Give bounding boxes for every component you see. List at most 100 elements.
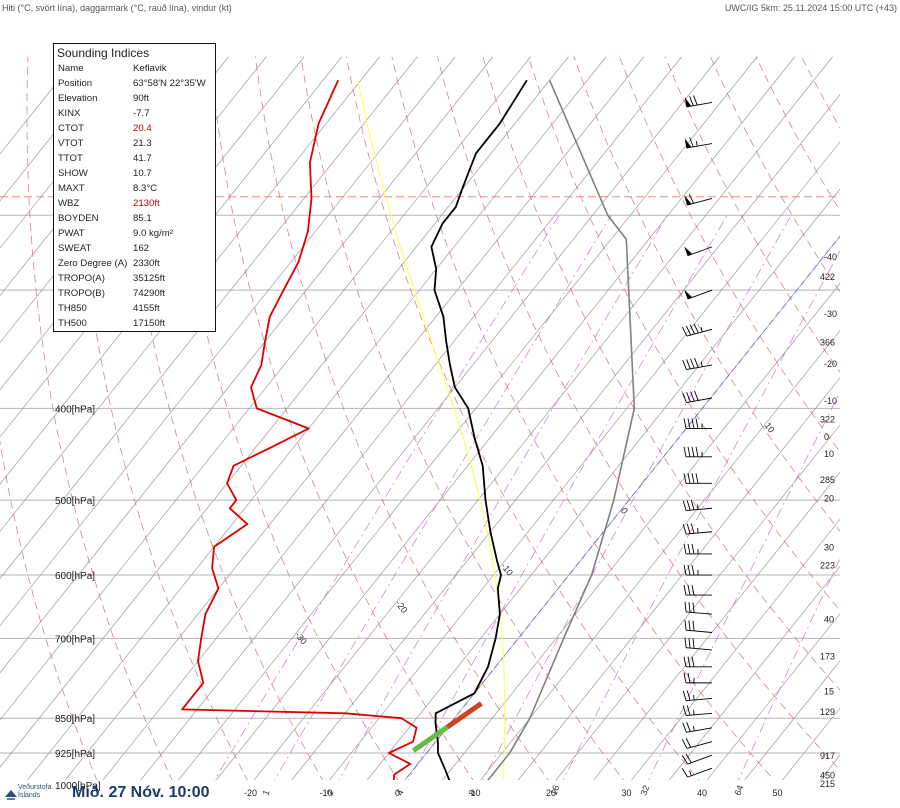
isotherm bbox=[631, 518, 840, 780]
lcl-segment-green bbox=[411, 725, 449, 753]
index-row: Position 63°58'N 22°35'W bbox=[54, 76, 215, 91]
mixing-ratio-label: 1 bbox=[260, 789, 271, 797]
dry-adiabat bbox=[573, 56, 840, 532]
wind-barb bbox=[683, 672, 712, 684]
isotherm bbox=[215, 56, 796, 780]
index-label: MAXT bbox=[58, 183, 85, 194]
mixing-ratio-label: 8 bbox=[466, 789, 477, 797]
dry-adiabat bbox=[300, 56, 625, 780]
mixing-ratio-label: 4 bbox=[394, 789, 405, 797]
isotherm bbox=[102, 56, 682, 780]
height-label: 215 bbox=[820, 779, 835, 789]
mixing-ratio-line bbox=[407, 214, 728, 780]
sounding-indices-panel: Sounding Indices Name Keflavik Position 63°… bbox=[53, 43, 216, 332]
index-row: VTOT 21.3 bbox=[54, 136, 215, 151]
temperature-tick: 20 bbox=[546, 788, 556, 798]
logo-text-line-2: Íslands bbox=[18, 792, 41, 799]
isotherm bbox=[838, 57, 900, 805]
isotherm bbox=[253, 56, 833, 780]
index-value: 2330ft bbox=[133, 258, 160, 269]
wind-barb bbox=[683, 418, 712, 429]
index-label: Position bbox=[58, 78, 93, 89]
index-label: SHOW bbox=[58, 168, 88, 179]
height-label: 322 bbox=[820, 415, 835, 425]
level-temperature-label: -40 bbox=[824, 252, 837, 262]
header-bar: Hiti (°C, svört lína), daggarmark (°C, r… bbox=[0, 0, 900, 16]
index-row: WBZ 2130ft bbox=[54, 196, 215, 211]
isotherm bbox=[0, 56, 418, 579]
model-run-label: UWC/IG 5km: 25.11.2024 15:00 UTC (+43) bbox=[724, 3, 897, 13]
index-row: TH850 4155ft bbox=[54, 301, 215, 316]
wind-barb bbox=[682, 390, 713, 403]
mixing-ratio-line bbox=[562, 250, 840, 780]
mixing-ratio-label: 2 bbox=[324, 789, 335, 797]
index-row: Zero Degree (A) 2330ft bbox=[54, 256, 215, 271]
dry-adiabat bbox=[482, 56, 840, 691]
index-row: MAXT 8.3°C bbox=[54, 181, 215, 196]
index-value: 85.1 bbox=[133, 213, 152, 224]
wind-barb bbox=[682, 499, 713, 511]
wind-barb bbox=[683, 543, 712, 555]
isotherm bbox=[668, 566, 840, 780]
chart-caption: Hiti (°C, svört lína), daggarmark (°C, r… bbox=[2, 3, 232, 13]
index-value: 35125ft bbox=[133, 273, 166, 284]
temperature-tick: 30 bbox=[622, 788, 632, 798]
pressure-label: 700[hPa] bbox=[55, 634, 95, 645]
index-value: 17150ft bbox=[133, 318, 166, 329]
index-value: 4155ft bbox=[133, 303, 160, 314]
vedurstofa-logo: Veðurstofa Íslands bbox=[4, 783, 68, 805]
wind-barb bbox=[681, 753, 713, 765]
wind-barb bbox=[684, 194, 713, 206]
wind-barb bbox=[684, 289, 713, 300]
isotherm bbox=[64, 56, 645, 780]
isotherm bbox=[0, 56, 380, 532]
isotherm bbox=[480, 330, 840, 780]
dry-adiabat bbox=[528, 56, 840, 612]
index-value: 162 bbox=[133, 243, 150, 254]
wind-barb bbox=[684, 637, 713, 651]
level-temperature-label: -20 bbox=[824, 359, 837, 369]
isotherm bbox=[0, 56, 494, 674]
isotherm bbox=[140, 56, 720, 780]
index-row: Name Keflavik bbox=[54, 61, 215, 76]
isotherm bbox=[593, 471, 840, 780]
temperature-tick: 0 bbox=[395, 788, 400, 798]
height-label: 173 bbox=[820, 652, 835, 662]
height-label: 223 bbox=[820, 561, 835, 571]
index-value: 9.0 kg/m² bbox=[133, 228, 173, 239]
isotherm bbox=[0, 56, 456, 627]
temperature-tick: -20 bbox=[244, 788, 257, 798]
level-temperature-label: -30 bbox=[824, 309, 837, 319]
dry-adiabat bbox=[847, 57, 900, 805]
dewpoint-curve bbox=[181, 79, 418, 780]
index-value: 41.7 bbox=[133, 153, 152, 164]
isotherm bbox=[0, 56, 116, 202]
dry-adiabat bbox=[346, 56, 700, 780]
level-temperature-label: 15 bbox=[824, 687, 834, 697]
index-label: BOYDEN bbox=[58, 213, 99, 224]
pressure-label: 925[hPa] bbox=[55, 749, 95, 760]
index-value: 10.7 bbox=[133, 168, 152, 179]
index-label: TROPO(B) bbox=[58, 288, 105, 299]
index-value: 2130ft bbox=[133, 198, 160, 209]
pressure-label: 1000[hPa] bbox=[55, 781, 101, 792]
level-temperature-label: 20 bbox=[824, 494, 834, 504]
dry-adiabat bbox=[664, 56, 840, 373]
isotherm bbox=[442, 282, 840, 780]
lcl-segment-red bbox=[445, 701, 483, 730]
dry-adiabat bbox=[0, 439, 98, 780]
dry-adiabat bbox=[437, 56, 840, 771]
wind-barb bbox=[683, 585, 712, 596]
wind-barb bbox=[682, 690, 713, 702]
index-label: SWEAT bbox=[58, 243, 92, 254]
indices-title: Sounding Indices bbox=[57, 46, 150, 60]
mixing-ratio-label: 16 bbox=[548, 784, 561, 797]
moist-adiabat bbox=[357, 80, 506, 780]
index-label: CTOT bbox=[58, 123, 84, 134]
isotherm bbox=[517, 377, 840, 780]
mixing-ratio-line bbox=[738, 557, 840, 780]
level-temperature-label: -10 bbox=[824, 396, 837, 406]
isotherm bbox=[366, 188, 840, 780]
dry-adiabat bbox=[893, 57, 900, 805]
